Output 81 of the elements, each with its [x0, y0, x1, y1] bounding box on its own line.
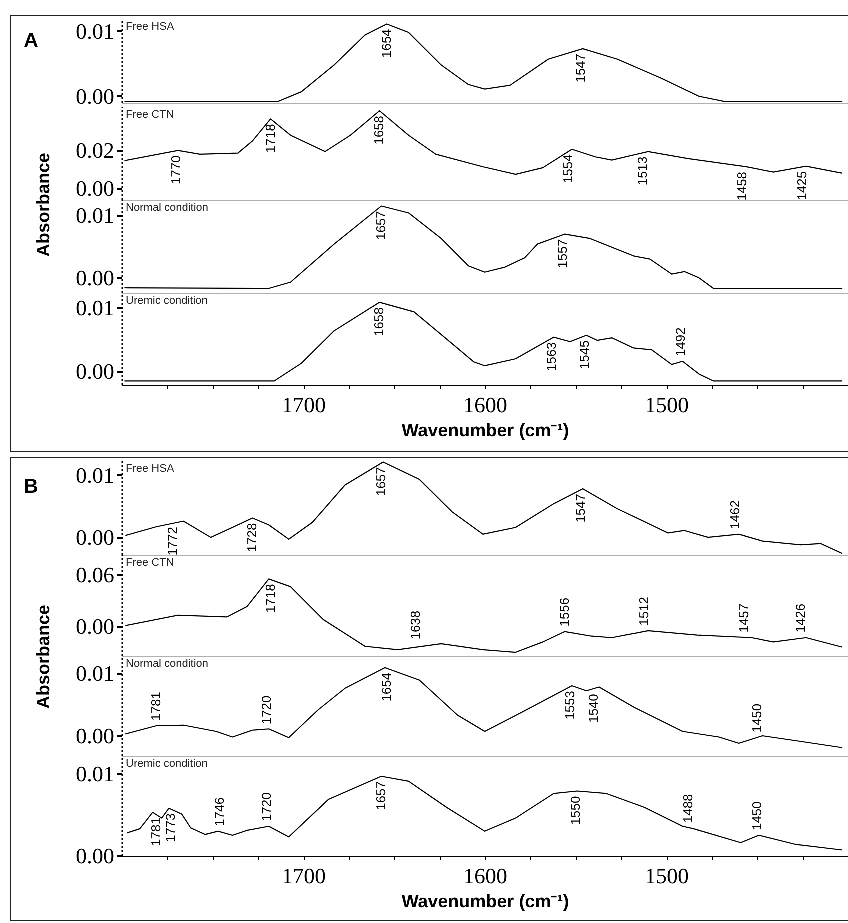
annotation: 1545 — [576, 340, 592, 370]
annotation: 1462 — [727, 500, 742, 530]
annotation: 1772 — [164, 527, 180, 556]
y-tick-label: 0.00 — [76, 724, 114, 748]
y-tick-label: 0.01 — [76, 661, 114, 686]
annotation: 1773 — [163, 813, 178, 842]
annotation: 1492 — [673, 328, 688, 357]
annotation: 1457 — [736, 604, 752, 633]
y-tick-label: 0.01 — [76, 296, 114, 321]
y-tick-label: 0.01 — [76, 203, 114, 228]
y-axis-title: Absorbance — [34, 604, 54, 710]
annotation: 1458 — [734, 172, 750, 201]
y-tick-label: 0.00 — [76, 84, 114, 109]
line-series — [125, 667, 844, 748]
annotation: 1654 — [378, 29, 394, 58]
annotation: 1746 — [212, 797, 228, 826]
annotation: 1550 — [568, 796, 583, 826]
annotation: 1770 — [168, 156, 184, 185]
text: B — [24, 476, 38, 499]
line-series — [125, 578, 844, 654]
annotation: 1638 — [408, 610, 424, 640]
annotation: 1540 — [586, 694, 601, 724]
chart-title: Free HSA — [126, 21, 175, 33]
annotation: 1512 — [636, 597, 652, 626]
annotation: 1513 — [634, 156, 650, 186]
annotation: 1657 — [374, 781, 389, 810]
annotation: 1553 — [562, 691, 578, 720]
x-tick-label: 1500 — [645, 864, 689, 888]
x-tick-label: 1700 — [282, 392, 326, 418]
x-tick-label: 1600 — [464, 864, 508, 888]
annotation: 1554 — [560, 154, 576, 184]
chart-title: Normal condition — [126, 202, 209, 214]
y-tick-label: 0.01 — [76, 18, 114, 44]
annotation: 1658 — [372, 116, 387, 145]
annotation: 1425 — [794, 171, 810, 200]
y-tick-label: 0.00 — [76, 176, 114, 202]
annotation: 1426 — [792, 604, 808, 633]
x-tick-label: 1600 — [464, 392, 508, 418]
annotation: 1718 — [262, 584, 278, 614]
annotation: 1557 — [555, 239, 570, 268]
y-tick-label: 0.01 — [76, 462, 114, 488]
annotation: 1720 — [259, 792, 274, 822]
annotation: 1547 — [573, 494, 588, 523]
annotation: 1556 — [556, 598, 572, 627]
annotation: 1658 — [372, 308, 387, 336]
text: A — [24, 30, 38, 53]
y-tick-label: 0.00 — [76, 359, 114, 384]
chart-title: Free CTN — [126, 557, 174, 569]
y-tick-label: 0.01 — [76, 762, 114, 787]
x-axis-title: Wavenumber (cm⁻¹) — [402, 892, 570, 912]
annotation: 1450 — [749, 802, 764, 831]
annotation: 1720 — [259, 696, 274, 725]
y-tick-label: 0.00 — [76, 844, 114, 868]
line-series — [126, 776, 844, 851]
annotation: 1657 — [374, 211, 389, 240]
chart-title: Uremic condition — [126, 758, 208, 770]
line-series — [125, 462, 844, 554]
x-tick-label: 1700 — [282, 864, 326, 888]
y-axis-title: Absorbance — [34, 152, 54, 258]
annotation: 1718 — [262, 124, 278, 154]
x-axis-title: Wavenumber (cm⁻¹) — [402, 420, 570, 440]
chart-title: Free CTN — [126, 109, 174, 121]
annotation: 1728 — [244, 523, 260, 552]
y-tick-label: 0.00 — [76, 525, 114, 550]
annotation: 1547 — [573, 54, 588, 83]
annotation: 1450 — [749, 704, 764, 733]
x-tick-label: 1500 — [645, 392, 689, 418]
y-tick-label: 0.02 — [76, 138, 114, 164]
annotation: 1563 — [544, 342, 560, 372]
annotation: 1654 — [378, 672, 394, 702]
annotation: 1781 — [148, 818, 164, 846]
chart-title: Free HSA — [126, 463, 175, 475]
annotation: 1657 — [374, 467, 389, 496]
line-series — [124, 24, 844, 102]
annotation: 1488 — [680, 794, 696, 824]
y-tick-label: 0.00 — [76, 614, 114, 640]
y-tick-label: 0.06 — [76, 562, 114, 588]
chart-title: Uremic condition — [126, 295, 208, 307]
y-tick-label: 0.00 — [76, 266, 114, 291]
annotation: 1781 — [148, 692, 164, 721]
chart-title: Normal condition — [126, 658, 209, 670]
